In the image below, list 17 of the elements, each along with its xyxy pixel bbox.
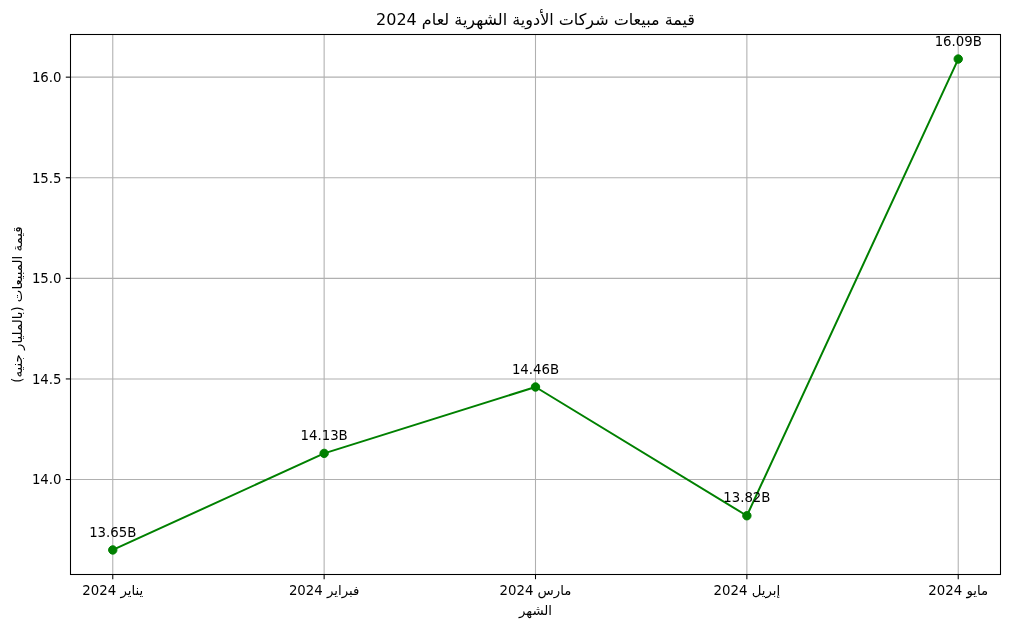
- ytick: 15.0: [31, 271, 62, 287]
- xtick: مايو 2024: [928, 582, 989, 598]
- xtick: يناير 2024: [82, 582, 144, 598]
- xtick: مارس 2024: [499, 582, 572, 598]
- ytick: 16.0: [31, 69, 62, 85]
- xtick: فبراير 2024: [288, 582, 360, 598]
- xtick: إبريل 2024: [713, 582, 781, 598]
- ytick: 14.0: [31, 472, 62, 488]
- data-label: 13.65B: [89, 524, 137, 540]
- data-label: 14.13B: [300, 428, 348, 444]
- data-label: 14.46B: [511, 361, 560, 377]
- ylabel: قيمة المبيعات (بالمليار جنيه): [10, 226, 25, 383]
- xlabel: الشهر: [518, 602, 553, 618]
- ytick: 15.5: [31, 170, 62, 186]
- ytick: 14.5: [31, 371, 62, 387]
- data-label: 16.09B: [934, 33, 982, 49]
- title: قيمة مبيعات شركات الأدوية الشهرية لعام 2024: [376, 9, 695, 29]
